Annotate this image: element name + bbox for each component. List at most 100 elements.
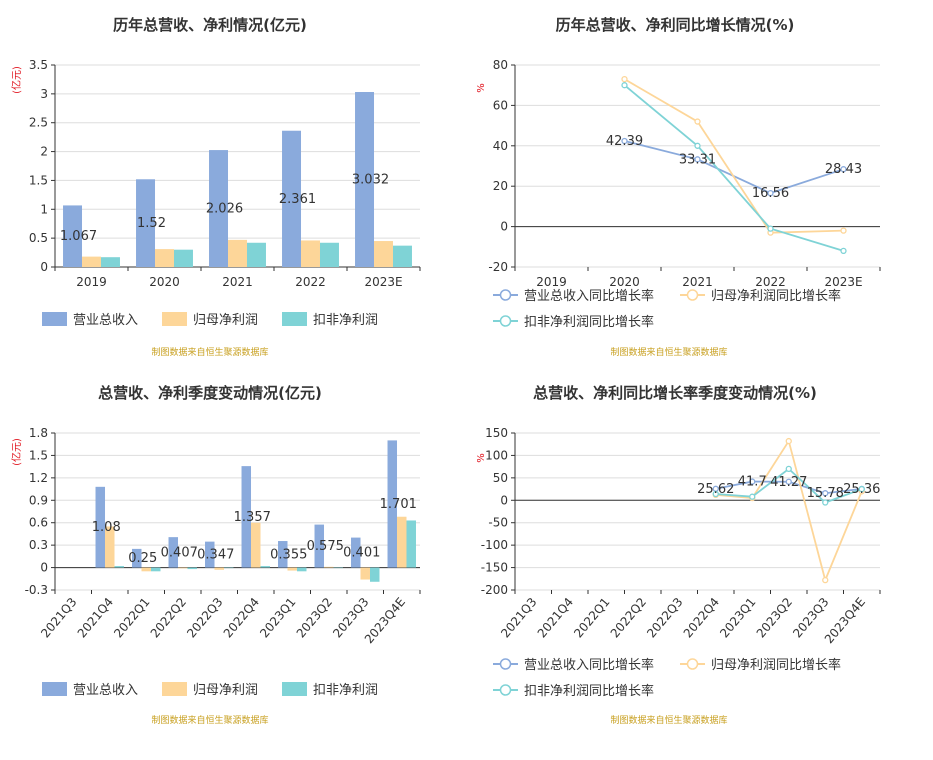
bar-1[interactable] [205, 541, 215, 568]
bar-3[interactable] [223, 567, 234, 569]
bar-1[interactable] [132, 548, 142, 568]
legend-item-1[interactable]: 营业总收入 [42, 682, 138, 698]
series-point-1[interactable] [767, 189, 774, 197]
data-label: 0.401 [343, 546, 380, 561]
legend-item-2[interactable]: 归母净利润同比增长率 [680, 288, 841, 304]
series-point-2[interactable] [822, 576, 829, 584]
data-label: 41.27 [770, 475, 807, 490]
bar-1[interactable] [314, 524, 325, 568]
series-point-3[interactable] [785, 465, 792, 473]
series-point-2[interactable] [785, 437, 792, 445]
series-point-3[interactable] [840, 247, 847, 254]
bar-3[interactable] [369, 567, 380, 582]
bar-3[interactable] [246, 242, 266, 267]
bar-1[interactable] [63, 205, 83, 267]
bar-2[interactable] [324, 566, 334, 568]
series-point-1[interactable] [749, 478, 756, 485]
legend-item-3[interactable]: 扣非净利润同比增长率 [493, 683, 654, 699]
bar-3[interactable] [100, 257, 120, 267]
series-point-1[interactable] [694, 156, 701, 163]
legend-label: 营业总收入 [73, 313, 138, 328]
data-label: 15.78 [807, 486, 844, 501]
bar-2[interactable] [374, 241, 393, 267]
bar-1[interactable] [168, 537, 179, 568]
x-tick-label: 2022 [295, 275, 326, 289]
source-note: 制图数据来自恒生聚源数据库 [610, 714, 727, 726]
bar-1[interactable] [387, 440, 398, 568]
bar-2[interactable] [82, 256, 101, 267]
series-point-2[interactable] [840, 227, 847, 234]
bar-1[interactable] [209, 150, 229, 267]
series-point-3[interactable] [694, 142, 701, 149]
bar-2[interactable] [397, 516, 407, 568]
x-tick-label: 2021 [682, 275, 713, 289]
chart-title: 历年总营收、净利情况(亿元) [113, 16, 307, 34]
bar-2[interactable] [287, 567, 297, 571]
bar-2[interactable] [301, 240, 320, 267]
bar-3[interactable] [319, 242, 339, 267]
bar-2[interactable] [360, 567, 370, 580]
bar-3[interactable] [173, 249, 193, 267]
data-label: 1.357 [234, 510, 271, 525]
bar-1[interactable] [136, 179, 156, 267]
legend-item-3[interactable]: 扣非净利润同比增长率 [493, 314, 654, 330]
source-note: 制图数据来自恒生聚源数据库 [151, 714, 268, 726]
bar-3[interactable] [260, 566, 270, 568]
bar-1[interactable] [278, 541, 288, 568]
legend-swatch-marker [686, 289, 699, 301]
series-point-2[interactable] [694, 118, 701, 125]
bar-3[interactable] [406, 520, 416, 568]
series-point-1[interactable] [785, 478, 792, 485]
legend-item-3[interactable]: 扣非净利润 [282, 682, 378, 698]
bar-2[interactable] [178, 567, 188, 569]
bar-3[interactable] [150, 567, 161, 572]
legend-item-1[interactable]: 营业总收入 [42, 312, 138, 328]
series-point-3[interactable] [822, 499, 829, 506]
series-point-1[interactable] [822, 490, 829, 497]
bar-3[interactable] [392, 245, 412, 267]
series-point-2[interactable] [621, 75, 628, 83]
bar-2[interactable] [141, 567, 151, 572]
legend-item-3[interactable]: 扣非净利润 [282, 312, 378, 328]
bar-2[interactable] [155, 249, 174, 267]
bar-1[interactable] [95, 486, 106, 568]
legend-item-2[interactable]: 归母净利润 [162, 682, 258, 698]
legend-swatch [162, 682, 187, 696]
bar-1[interactable] [282, 130, 302, 267]
bar-1[interactable] [351, 537, 361, 568]
legend-swatch [42, 312, 67, 326]
series-point-3[interactable] [858, 485, 865, 493]
series-point-1[interactable] [840, 166, 847, 173]
bar-3[interactable] [114, 566, 124, 568]
bar-3[interactable] [296, 567, 307, 572]
chart-title: 总营收、净利同比增长率季度变动情况(%) [533, 384, 817, 402]
bar-2[interactable] [214, 567, 224, 570]
series-point-3[interactable] [749, 493, 756, 500]
bar-1[interactable] [355, 92, 375, 267]
bar-2[interactable] [105, 526, 115, 568]
series-point-3[interactable] [712, 490, 719, 498]
legend-item-1[interactable]: 营业总收入同比增长率 [493, 657, 654, 673]
series-point-3[interactable] [767, 225, 774, 232]
bar-2[interactable] [251, 522, 261, 568]
series-line-1 [624, 140, 844, 195]
chart-title: 总营收、净利季度变动情况(亿元) [98, 384, 322, 402]
series-point-3[interactable] [621, 82, 628, 89]
legend-label: 归母净利润同比增长率 [711, 288, 841, 304]
y-tick-label: 0 [500, 493, 508, 507]
bar-1[interactable] [241, 466, 252, 568]
series-point-1[interactable] [621, 137, 628, 145]
legend-item-2[interactable]: 归母净利润 [162, 312, 258, 328]
y-tick-label: 40 [493, 139, 508, 153]
bar-2[interactable] [228, 239, 247, 267]
data-label: 1.067 [60, 229, 97, 244]
x-tick-label: 2021Q4 [75, 595, 116, 640]
data-label: 1.701 [380, 497, 417, 512]
bar-3[interactable] [333, 567, 343, 569]
bar-3[interactable] [187, 567, 197, 570]
legend-item-2[interactable]: 归母净利润同比增长率 [680, 657, 841, 673]
legend-item-1[interactable]: 营业总收入同比增长率 [493, 288, 654, 304]
data-label: 0.407 [161, 545, 198, 560]
